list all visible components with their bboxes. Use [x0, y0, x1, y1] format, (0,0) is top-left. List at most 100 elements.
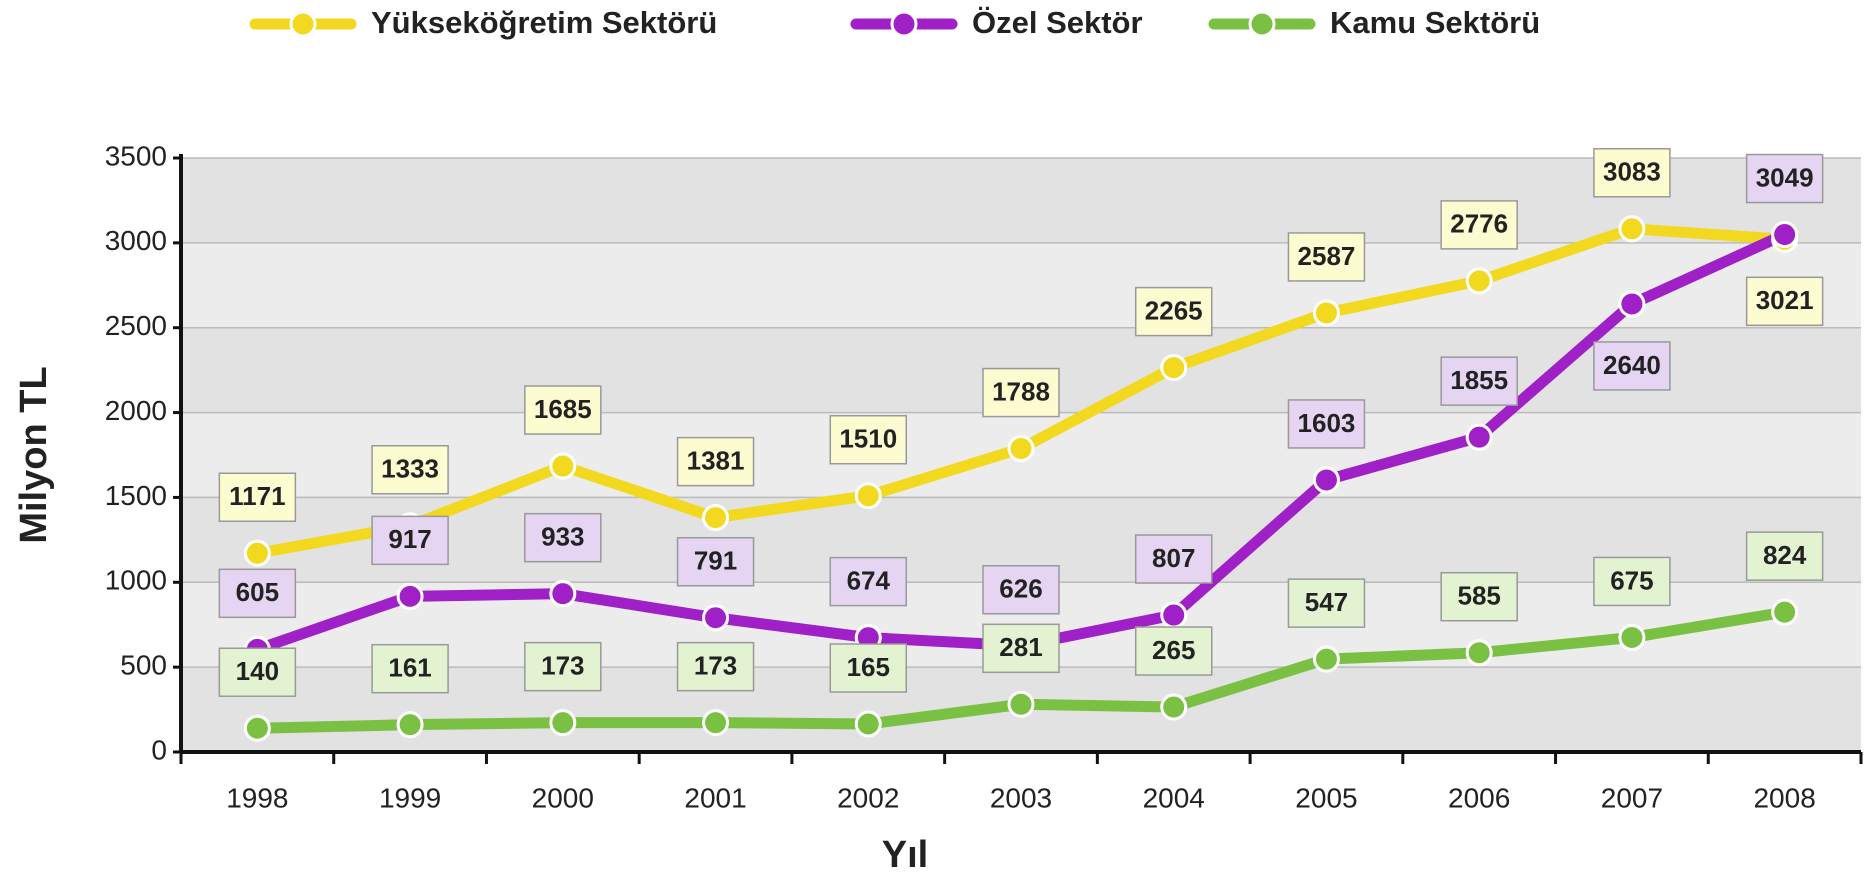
data-label-box [1134, 286, 1213, 337]
data-label-text: 1171 [229, 481, 285, 511]
data-label: 2776 [1440, 200, 1518, 250]
y-tick-label: 500 [120, 650, 167, 681]
data-label-box [1745, 276, 1824, 327]
data-label: 173 [676, 641, 755, 692]
data-label: 165 [829, 643, 908, 693]
x-tick-label: 2006 [1448, 782, 1510, 813]
data-label-box [1134, 626, 1213, 676]
legend-label: Yükseköğretim Sektörü [371, 5, 717, 40]
data-label-text: 1603 [1298, 408, 1356, 438]
data-label: 2587 [1287, 232, 1366, 282]
x-tick-label: 2001 [684, 782, 746, 813]
data-label-box [676, 436, 755, 487]
grid-band [181, 242, 1861, 328]
y-tick-label: 1000 [105, 565, 167, 596]
point [1618, 215, 1646, 243]
data-label-box [1440, 571, 1518, 622]
legend-marker [890, 10, 918, 38]
data-label-box [524, 385, 602, 435]
data-label-box [982, 623, 1060, 674]
x-tick-label: 2000 [532, 782, 594, 813]
data-label: 173 [524, 641, 602, 692]
data-label: 547 [1287, 578, 1366, 628]
data-label: 1381 [676, 436, 755, 487]
data-label-text: 933 [541, 522, 584, 552]
data-label-box [829, 414, 908, 465]
data-label-text: 161 [388, 653, 431, 683]
data-label: 933 [524, 512, 602, 563]
grid-band [181, 158, 1861, 243]
data-label-text: 1685 [534, 394, 592, 424]
data-label: 3083 [1593, 148, 1671, 198]
point [1007, 435, 1035, 463]
x-tick-label: 1999 [379, 782, 441, 813]
data-label-box [1134, 534, 1213, 584]
data-label-box [218, 568, 297, 619]
data-label-box [982, 565, 1060, 615]
x-tick-label: 2002 [837, 782, 899, 813]
data-label-box [1745, 531, 1824, 581]
data-label-text: 1381 [687, 445, 745, 475]
x-tick-label: 2003 [990, 782, 1052, 813]
data-label: 626 [982, 565, 1060, 615]
data-label-box [1287, 578, 1366, 628]
data-label-text: 140 [236, 656, 279, 686]
point [1465, 639, 1493, 667]
data-label: 1510 [829, 414, 908, 465]
data-label-text: 824 [1763, 540, 1807, 570]
point [1160, 693, 1188, 721]
data-label: 140 [218, 647, 297, 697]
y-tick-label: 0 [151, 734, 167, 765]
data-label: 2640 [1593, 341, 1671, 391]
point [854, 482, 882, 510]
data-label-box [1287, 399, 1366, 449]
data-label-text: 626 [999, 574, 1042, 604]
data-label-text: 1855 [1450, 365, 1508, 395]
point [243, 714, 271, 742]
data-label-box [371, 643, 449, 694]
data-label-text: 2265 [1145, 295, 1203, 325]
data-label-text: 3083 [1603, 157, 1661, 187]
data-label-text: 605 [236, 577, 279, 607]
data-label: 1171 [218, 472, 297, 523]
data-label: 1788 [982, 367, 1060, 418]
y-tick-label: 2000 [105, 395, 167, 426]
data-label-box [1593, 148, 1671, 198]
data-label: 824 [1745, 531, 1824, 581]
point [243, 539, 271, 567]
y-axis-label: Milyon TL [13, 366, 55, 543]
data-label: 1855 [1440, 356, 1518, 406]
point [396, 711, 424, 739]
data-label-text: 807 [1152, 543, 1195, 573]
data-label-box [371, 445, 449, 495]
point [702, 604, 730, 632]
data-label-box [371, 515, 449, 566]
point [1465, 267, 1493, 295]
point [549, 580, 577, 608]
data-label-box [218, 647, 297, 697]
y-tick-label: 3000 [105, 225, 167, 256]
data-label-box [982, 367, 1060, 418]
data-label-box [218, 472, 297, 523]
point [1007, 690, 1035, 718]
data-label-text: 585 [1457, 581, 1500, 611]
data-label-box [524, 512, 602, 563]
point [396, 582, 424, 610]
data-label-text: 1333 [381, 454, 439, 484]
data-label-box [829, 556, 908, 607]
data-label: 1603 [1287, 399, 1366, 449]
data-label-box [1440, 200, 1518, 250]
x-tick-label: 1998 [226, 782, 288, 813]
data-label-text: 3021 [1756, 285, 1814, 315]
point [549, 709, 577, 737]
point [702, 504, 730, 532]
data-label-text: 674 [847, 565, 891, 595]
data-label: 585 [1440, 571, 1518, 622]
legend-marker [289, 10, 317, 38]
data-label-text: 265 [1152, 635, 1195, 665]
point [1160, 601, 1188, 629]
x-axis-label: Yıl [882, 834, 928, 876]
data-label: 917 [371, 515, 449, 566]
legend-label: Kamu Sektörü [1330, 5, 1540, 40]
